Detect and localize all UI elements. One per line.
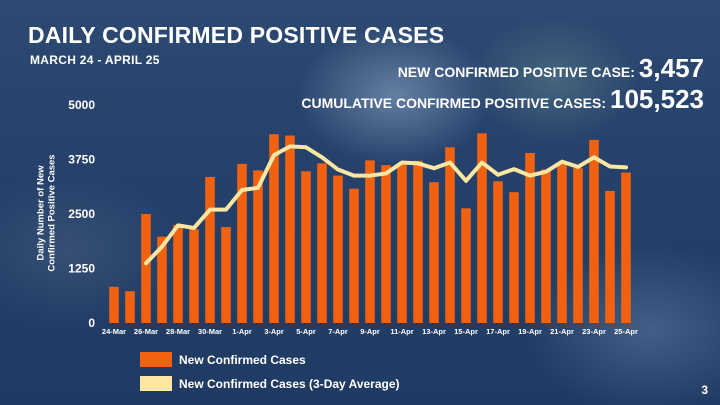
bar-4-Apr xyxy=(285,135,295,323)
x-tick-label: 3-Apr xyxy=(264,327,284,336)
y-tick-label: 1250 xyxy=(68,262,95,276)
bar-13-Apr xyxy=(429,182,439,323)
legend-line-label: New Confirmed Cases (3-Day Average) xyxy=(179,376,400,391)
legend-bar-swatch xyxy=(140,352,172,367)
x-tick-label: 19-Apr xyxy=(518,327,542,336)
bar-28-Mar xyxy=(173,224,183,323)
x-tick-label: 7-Apr xyxy=(328,327,348,336)
legend-item-line: New Confirmed Cases (3-Day Average) xyxy=(140,376,400,391)
bar-23-Apr xyxy=(589,139,599,323)
new-cases-label: NEW CONFIRMED POSITIVE CASE: xyxy=(397,64,635,80)
new-cases-value: 3,457 xyxy=(638,53,704,83)
y-axis-label: Daily Number of NewConfirmed Positive Ca… xyxy=(36,154,58,271)
y-axis-ticks: 0 1250 2500 3750 5000 xyxy=(68,98,95,330)
x-tick-label: 11-Apr xyxy=(390,327,413,336)
cumulative-cases-label: CUMULATIVE CONFIRMED POSITIVE CASES: xyxy=(301,95,607,111)
bar-15-Apr xyxy=(461,208,471,323)
bar-24-Mar xyxy=(109,286,119,323)
bar-5-Apr xyxy=(301,171,311,323)
x-tick-label: 24-Mar xyxy=(102,327,126,336)
bar-16-Apr xyxy=(477,133,487,323)
average-line xyxy=(144,144,628,266)
bar-18-Apr xyxy=(509,192,519,323)
bar-10-Apr xyxy=(381,165,391,323)
bar-6-Apr xyxy=(317,163,327,323)
legend-bar-label: New Confirmed Cases xyxy=(179,352,306,367)
x-tick-label: 30-Mar xyxy=(198,327,222,336)
x-tick-label: 1-Apr xyxy=(232,327,252,336)
legend-item-bar: New Confirmed Cases xyxy=(140,352,306,367)
y-tick-label: 2500 xyxy=(68,207,95,221)
x-tick-label: 25-Apr xyxy=(614,327,638,336)
bar-7-Apr xyxy=(333,175,343,323)
y-tick-label: 0 xyxy=(88,316,95,330)
x-tick-label: 9-Apr xyxy=(360,327,380,336)
x-tick-label: 26-Mar xyxy=(134,327,158,336)
bar-25-Apr xyxy=(621,172,631,323)
bar-21-Apr xyxy=(557,163,567,323)
chart-title: DAILY CONFIRMED POSITIVE CASES xyxy=(28,22,445,48)
bar-24-Apr xyxy=(605,190,615,323)
cumulative-cases-value: 105,523 xyxy=(610,84,704,114)
date-range-subtitle: MARCH 24 - APRIL 25 xyxy=(30,53,160,67)
bar-14-Apr xyxy=(445,147,455,323)
bar-8-Apr xyxy=(349,188,359,323)
x-tick-label: 17-Apr xyxy=(486,327,510,336)
bar-20-Apr xyxy=(541,169,551,323)
bar-series xyxy=(109,133,631,323)
cumulative-cases-stat: CUMULATIVE CONFIRMED POSITIVE CASES: 105,… xyxy=(301,84,704,115)
bar-19-Apr xyxy=(525,152,535,323)
x-tick-label: 13-Apr xyxy=(422,327,446,336)
x-tick-label: 23-Apr xyxy=(582,327,606,336)
bar-1-Apr xyxy=(237,163,247,323)
x-axis-ticks: 24-Mar 26-Mar 28-Mar 30-Mar 1-Apr 3-Apr 5-Apr 7… xyxy=(102,327,638,336)
x-tick-label: 5-Apr xyxy=(296,327,316,336)
bar-3-Apr xyxy=(269,134,279,323)
bar-26-Mar xyxy=(141,214,151,323)
bar-2-Apr xyxy=(253,170,263,323)
bar-30-Mar xyxy=(205,176,215,323)
x-tick-label: 15-Apr xyxy=(454,327,478,336)
bar-17-Apr xyxy=(493,181,503,323)
y-tick-label: 5000 xyxy=(68,98,95,112)
bar-27-Mar xyxy=(157,236,167,323)
legend-line-swatch xyxy=(140,376,172,391)
x-tick-label: 28-Mar xyxy=(166,327,190,336)
y-tick-label: 3750 xyxy=(68,153,95,167)
bar-22-Apr xyxy=(573,168,583,323)
bar-31-Mar xyxy=(221,227,231,323)
bar-12-Apr xyxy=(413,160,423,323)
bar-29-Mar xyxy=(189,229,199,323)
bar-25-Mar xyxy=(125,291,135,323)
bar-11-Apr xyxy=(397,163,407,323)
new-cases-stat: NEW CONFIRMED POSITIVE CASE: 3,457 xyxy=(398,53,704,84)
x-tick-label: 21-Apr xyxy=(550,327,574,336)
average-line-series xyxy=(144,144,628,266)
page-number: 3 xyxy=(701,383,708,397)
bar-9-Apr xyxy=(365,160,375,323)
